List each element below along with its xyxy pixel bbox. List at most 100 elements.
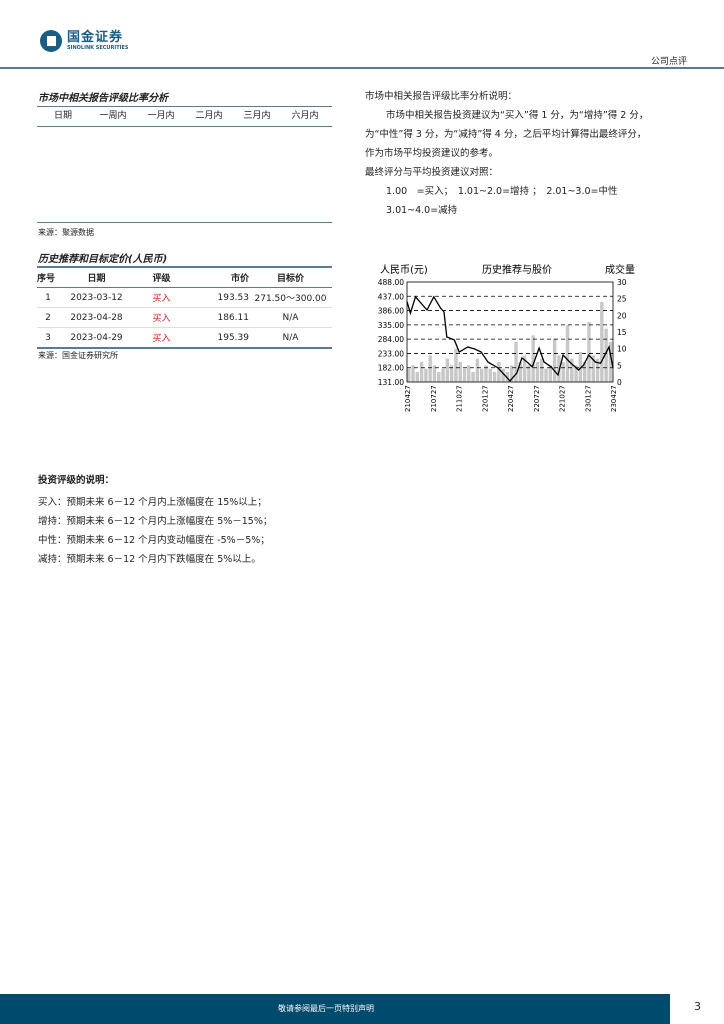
volume-bar [595,358,600,382]
x-tick-label: 221027 [559,385,567,412]
volume-bar [471,372,475,382]
logo-cn: 国金证券 [67,29,124,45]
volume-bar [437,372,441,382]
volume-bar [407,368,411,382]
y2-tick-label: 15 [617,328,627,337]
volume-bar [522,355,527,382]
row-no: 1 [45,292,51,303]
volume-bar [578,352,583,382]
plot-frame [406,281,614,383]
volume-bar [441,368,445,382]
volume-bar [488,368,492,382]
volume-bar [475,358,480,382]
x-tick-label: 230427 [610,385,618,412]
price-line [406,295,614,382]
rating-note-title: 市场中相关报告评级比率分析说明： [365,91,518,102]
volume-bar [411,365,415,382]
y2-tick-label: 25 [617,295,627,304]
y-tick-label: 437.00 [378,292,404,301]
rating-note-line: 市场中相关报告投资建议为“买入”得 1 分，为“增持”得 2 分， [386,110,649,121]
y-left-label: 人民币(元) [380,264,428,276]
volume-bar [514,342,518,382]
volume-bar [497,362,501,382]
row-date: 2023-03-12 [70,292,123,303]
volume-bar [535,362,540,382]
row-target: N/A [282,332,299,343]
col-date: 日期 [53,111,72,121]
rating-note-line: 最终评分与平均投资建议对照： [365,167,499,178]
rating-explain-line: 增持：预期未来 6－12 个月内上涨幅度在 5%－15%； [38,516,273,527]
col-week: 一周内 [99,111,127,121]
volume-bar [445,358,450,382]
row-no: 3 [45,332,51,343]
volume-bar [574,365,578,382]
volume-bar [484,365,488,382]
volume-bar [544,368,548,382]
chart-title: 历史推荐与股价 [482,263,552,276]
price-chart: 人民币(元) 历史推荐与股价 成交量 488.00 437.00 386.00 335… [378,263,635,412]
col-1m: 一月内 [147,111,175,121]
row-date: 2023-04-28 [70,312,123,323]
col-3m: 三月内 [243,111,271,121]
x-tick-label: 211027 [456,385,464,412]
rating-note-line: 为“中性”得 3 分，为“减持”得 4 分，之后平均计算得出最终评分， [365,129,647,140]
volume-bar [582,362,587,382]
table-row: 2 2023-04-28 买入 186.11 N/A [37,308,332,328]
volume-bar [604,328,608,382]
volume-bar [510,365,514,382]
row-target: 271.50～300.00 [254,294,327,304]
x-tick-label: 220127 [481,385,489,412]
row-no: 2 [45,312,51,323]
volume-bar [415,372,420,382]
volume-bar [591,355,595,382]
volume-bar [479,368,484,382]
volume-bar [561,362,565,382]
y2-tick-label: 0 [617,378,622,387]
y-tick-label: 182.00 [378,364,404,373]
rating-explain-title: 投资评级的说明： [38,475,115,486]
logo-en: SINOLINK SECURITIES [67,44,129,51]
row-rating: 买入 [152,294,171,304]
y-tick-label: 284.00 [378,335,404,344]
x-tick-label: 220727 [533,385,541,412]
volume-bar [540,358,544,382]
col-6m: 六月内 [291,111,319,121]
rating-explain: 买入：预期未来 6－12 个月内上涨幅度在 15%以上； 增持：预期未来 6－1… [38,493,272,569]
col-no: 序号 [37,274,56,284]
volume-bar [505,372,510,382]
volume-bar [419,362,424,382]
row-rating: 买入 [152,334,171,344]
row-price: 186.11 [217,312,250,323]
rating-explain-line: 买入：预期未来 6－12 个月内上涨幅度在 15%以上； [38,497,267,508]
volume-bar [462,368,467,382]
y-tick-label: 386.00 [378,307,404,316]
x-tick-label: 230127 [584,385,592,412]
y-right-label: 成交量 [605,263,635,276]
y-tick-label: 131.00 [378,378,404,387]
col-2m: 二月内 [195,111,223,121]
logo-mark-icon [40,30,62,52]
y2-tick-label: 10 [617,345,627,354]
volume-bar [608,342,613,382]
volume-bar [600,302,604,382]
history-title: 历史推荐和目标定价(人民币) [38,254,168,265]
header-divider [0,67,724,69]
table-row: 1 2023-03-12 买入 193.53 271.50～300.00 [37,288,332,308]
volume-bar [501,368,505,382]
rating-ratio-source: 来源：聚源数据 [38,228,94,237]
company-logo: 国金证券 SINOLINK SECURITIES [40,30,129,52]
y-tick-label: 335.00 [378,321,404,330]
volume-bar [458,362,462,382]
volume-bar [432,365,437,382]
row-target: N/A [282,312,299,323]
rating-note-line: 作为市场平均投资建议的参考。 [365,148,499,159]
col-target: 目标价 [276,274,304,284]
volume-bar [565,325,570,382]
footer-bar: 敬请参阅最后一页特别声明 [0,994,670,1024]
x-tick-label: 210727 [430,385,438,412]
volume-bar [518,362,523,382]
table-row: 3 2023-04-29 买入 195.39 N/A [37,328,332,348]
doc-type: 公司点评 [650,57,687,67]
volume-bar [454,348,458,382]
col-date: 日期 [87,274,106,284]
